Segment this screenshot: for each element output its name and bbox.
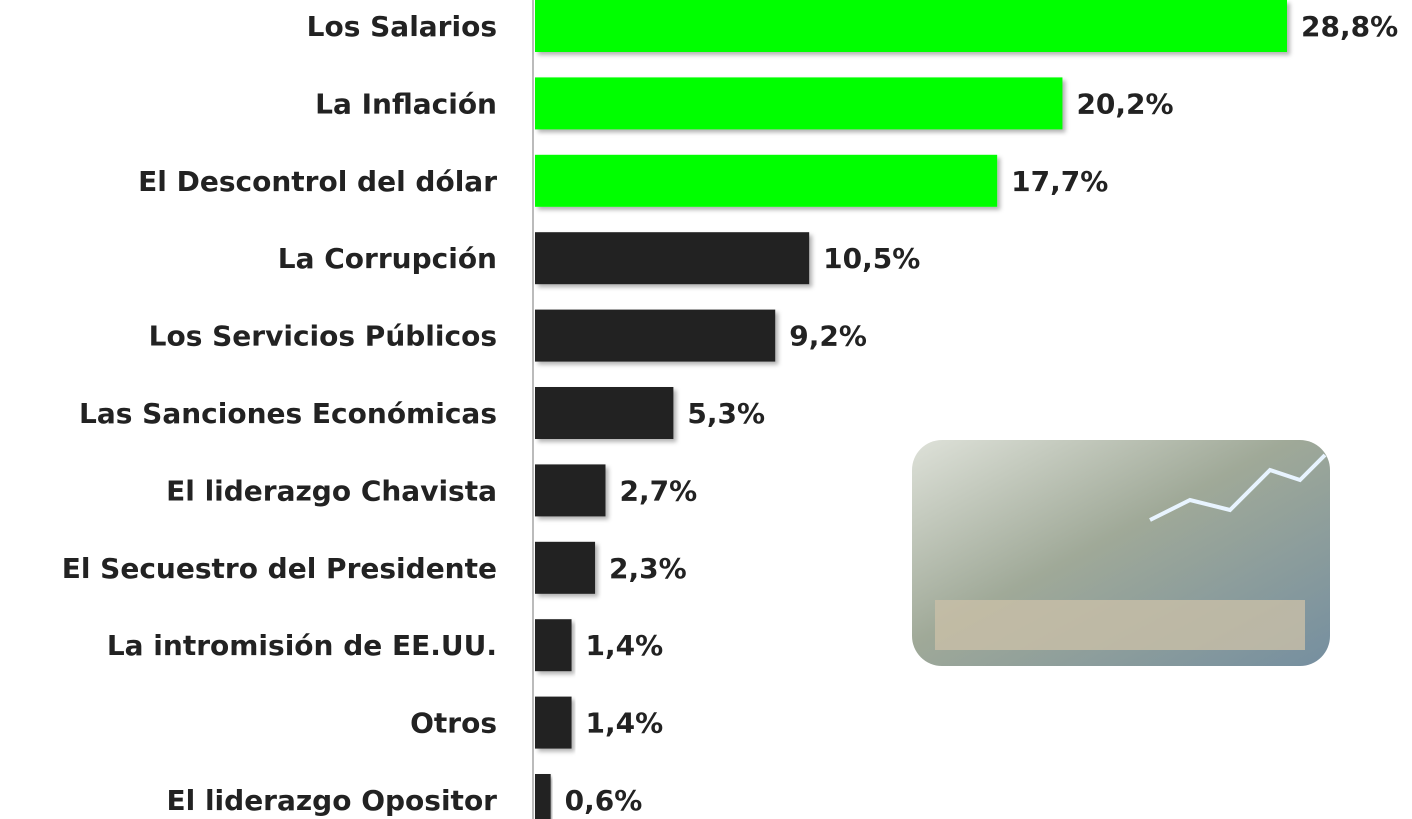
value-label: 20,2%	[1076, 87, 1173, 120]
value-label: 17,7%	[1011, 165, 1108, 198]
inset-image	[912, 440, 1330, 666]
value-label: 2,7%	[620, 474, 698, 507]
category-label: Los Salarios	[307, 10, 497, 43]
value-label: 10,5%	[823, 242, 920, 275]
bar	[535, 232, 809, 284]
category-label: El Secuestro del Presidente	[62, 552, 497, 585]
bar	[535, 464, 606, 516]
category-label: El Descontrol del dólar	[138, 165, 497, 198]
value-label: 2,3%	[609, 552, 687, 585]
value-label: 28,8%	[1301, 10, 1398, 43]
bar	[535, 310, 775, 362]
category-label: La Corrupción	[278, 242, 497, 275]
chart: Los Salarios 28,8% La Inflación 20,2% El Des…	[0, 0, 1412, 819]
category-label: La Inflación	[315, 87, 497, 120]
bar	[535, 542, 595, 594]
page: {"chart_data": {"type": "bar", "orientat…	[0, 0, 1412, 819]
bar	[535, 697, 572, 749]
value-label: 9,2%	[789, 320, 867, 353]
bar	[535, 619, 572, 671]
category-label: Los Servicios Públicos	[149, 320, 497, 353]
category-label: Las Sanciones Económicas	[79, 397, 497, 430]
bar	[535, 0, 1287, 52]
category-label: La intromisión de EE.UU.	[107, 629, 497, 662]
bar	[535, 774, 551, 819]
category-label: El liderazgo Chavista	[166, 474, 497, 507]
category-label: El liderazgo Opositor	[166, 784, 497, 817]
value-label: 1,4%	[586, 629, 664, 662]
value-label: 1,4%	[586, 707, 664, 740]
bar	[535, 155, 997, 207]
value-label: 0,6%	[565, 784, 643, 817]
bar	[535, 387, 673, 439]
value-label: 5,3%	[687, 397, 765, 430]
bar	[535, 77, 1062, 129]
category-label: Otros	[410, 707, 497, 740]
